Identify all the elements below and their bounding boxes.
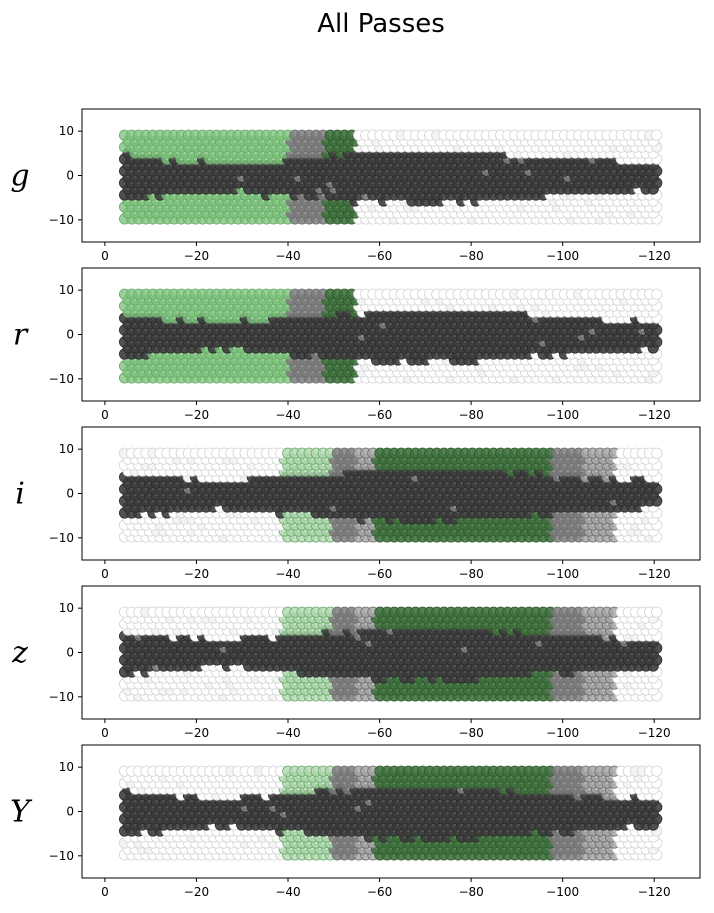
band-label-i: i — [15, 477, 25, 512]
x-tick-label: −120 — [638, 408, 671, 422]
x-tick-label: −80 — [458, 726, 483, 740]
y-tick-label: −10 — [49, 372, 74, 386]
x-tick-label: −100 — [546, 726, 579, 740]
x-tick-label: −40 — [275, 726, 300, 740]
point — [651, 129, 663, 141]
x-tick-label: −60 — [367, 408, 392, 422]
y-tick-label: 10 — [59, 601, 74, 615]
y-tick-label: 0 — [66, 646, 74, 660]
x-tick-label: −120 — [638, 726, 671, 740]
x-tick-label: −20 — [184, 567, 209, 581]
points-Y — [119, 765, 663, 861]
x-tick-label: −100 — [546, 408, 579, 422]
y-tick-label: 10 — [59, 442, 74, 456]
points-g — [119, 129, 663, 225]
points-i — [119, 447, 663, 543]
point — [651, 447, 663, 459]
x-tick-label: −80 — [458, 408, 483, 422]
x-tick-label: −120 — [638, 249, 671, 263]
x-tick-label: −60 — [367, 249, 392, 263]
x-tick-label: −20 — [184, 408, 209, 422]
x-tick-label: −100 — [546, 249, 579, 263]
x-tick-label: 0 — [101, 408, 109, 422]
x-tick-label: −80 — [458, 249, 483, 263]
y-tick-label: 10 — [59, 283, 74, 297]
panel-g: g 0 −20 −40 −60 −80 −100 −120 10 0 −10 — [10, 108, 701, 263]
y-tick-label: −10 — [49, 690, 74, 704]
x-tick-label: −120 — [638, 567, 671, 581]
points-r — [119, 288, 663, 384]
band-label-g: g — [10, 159, 29, 194]
x-tick-label: −40 — [275, 408, 300, 422]
y-tick-label: −10 — [49, 531, 74, 545]
x-tick-label: −80 — [458, 567, 483, 581]
y-tick-label: 0 — [66, 328, 74, 342]
x-tick-label: −60 — [367, 726, 392, 740]
point — [651, 606, 663, 618]
x-tick-label: −40 — [275, 567, 300, 581]
y-tick-label: 0 — [66, 487, 74, 501]
panel-r: r 0 −20 −40 −60 −80 −100 −120 10 0 −10 — [13, 267, 701, 422]
x-tick-label: −40 — [275, 249, 300, 263]
y-tick-label: 0 — [66, 169, 74, 183]
points-z — [119, 606, 663, 702]
band-label-z: z — [11, 636, 28, 671]
x-tick-label: −100 — [546, 567, 579, 581]
x-tick-label: 0 — [101, 567, 109, 581]
figure-title: All Passes — [317, 9, 445, 39]
y-tick-label: −10 — [49, 213, 74, 227]
y-tick-label: 10 — [59, 124, 74, 138]
x-tick-label: 0 — [101, 726, 109, 740]
point — [651, 288, 663, 300]
x-tick-label: −20 — [184, 249, 209, 263]
x-tick-label: 0 — [101, 249, 109, 263]
band-label-r: r — [13, 318, 29, 353]
panel-i: i 0 −20 −40 −60 −80 −100 −120 10 0 −10 — [15, 426, 701, 581]
band-label-Y: Y — [10, 795, 33, 830]
panel-z: z 0 −20 −40 −60 −80 −100 −120 10 0 −10 — [11, 585, 701, 740]
x-tick-label: −20 — [184, 726, 209, 740]
x-tick-label: −60 — [367, 567, 392, 581]
